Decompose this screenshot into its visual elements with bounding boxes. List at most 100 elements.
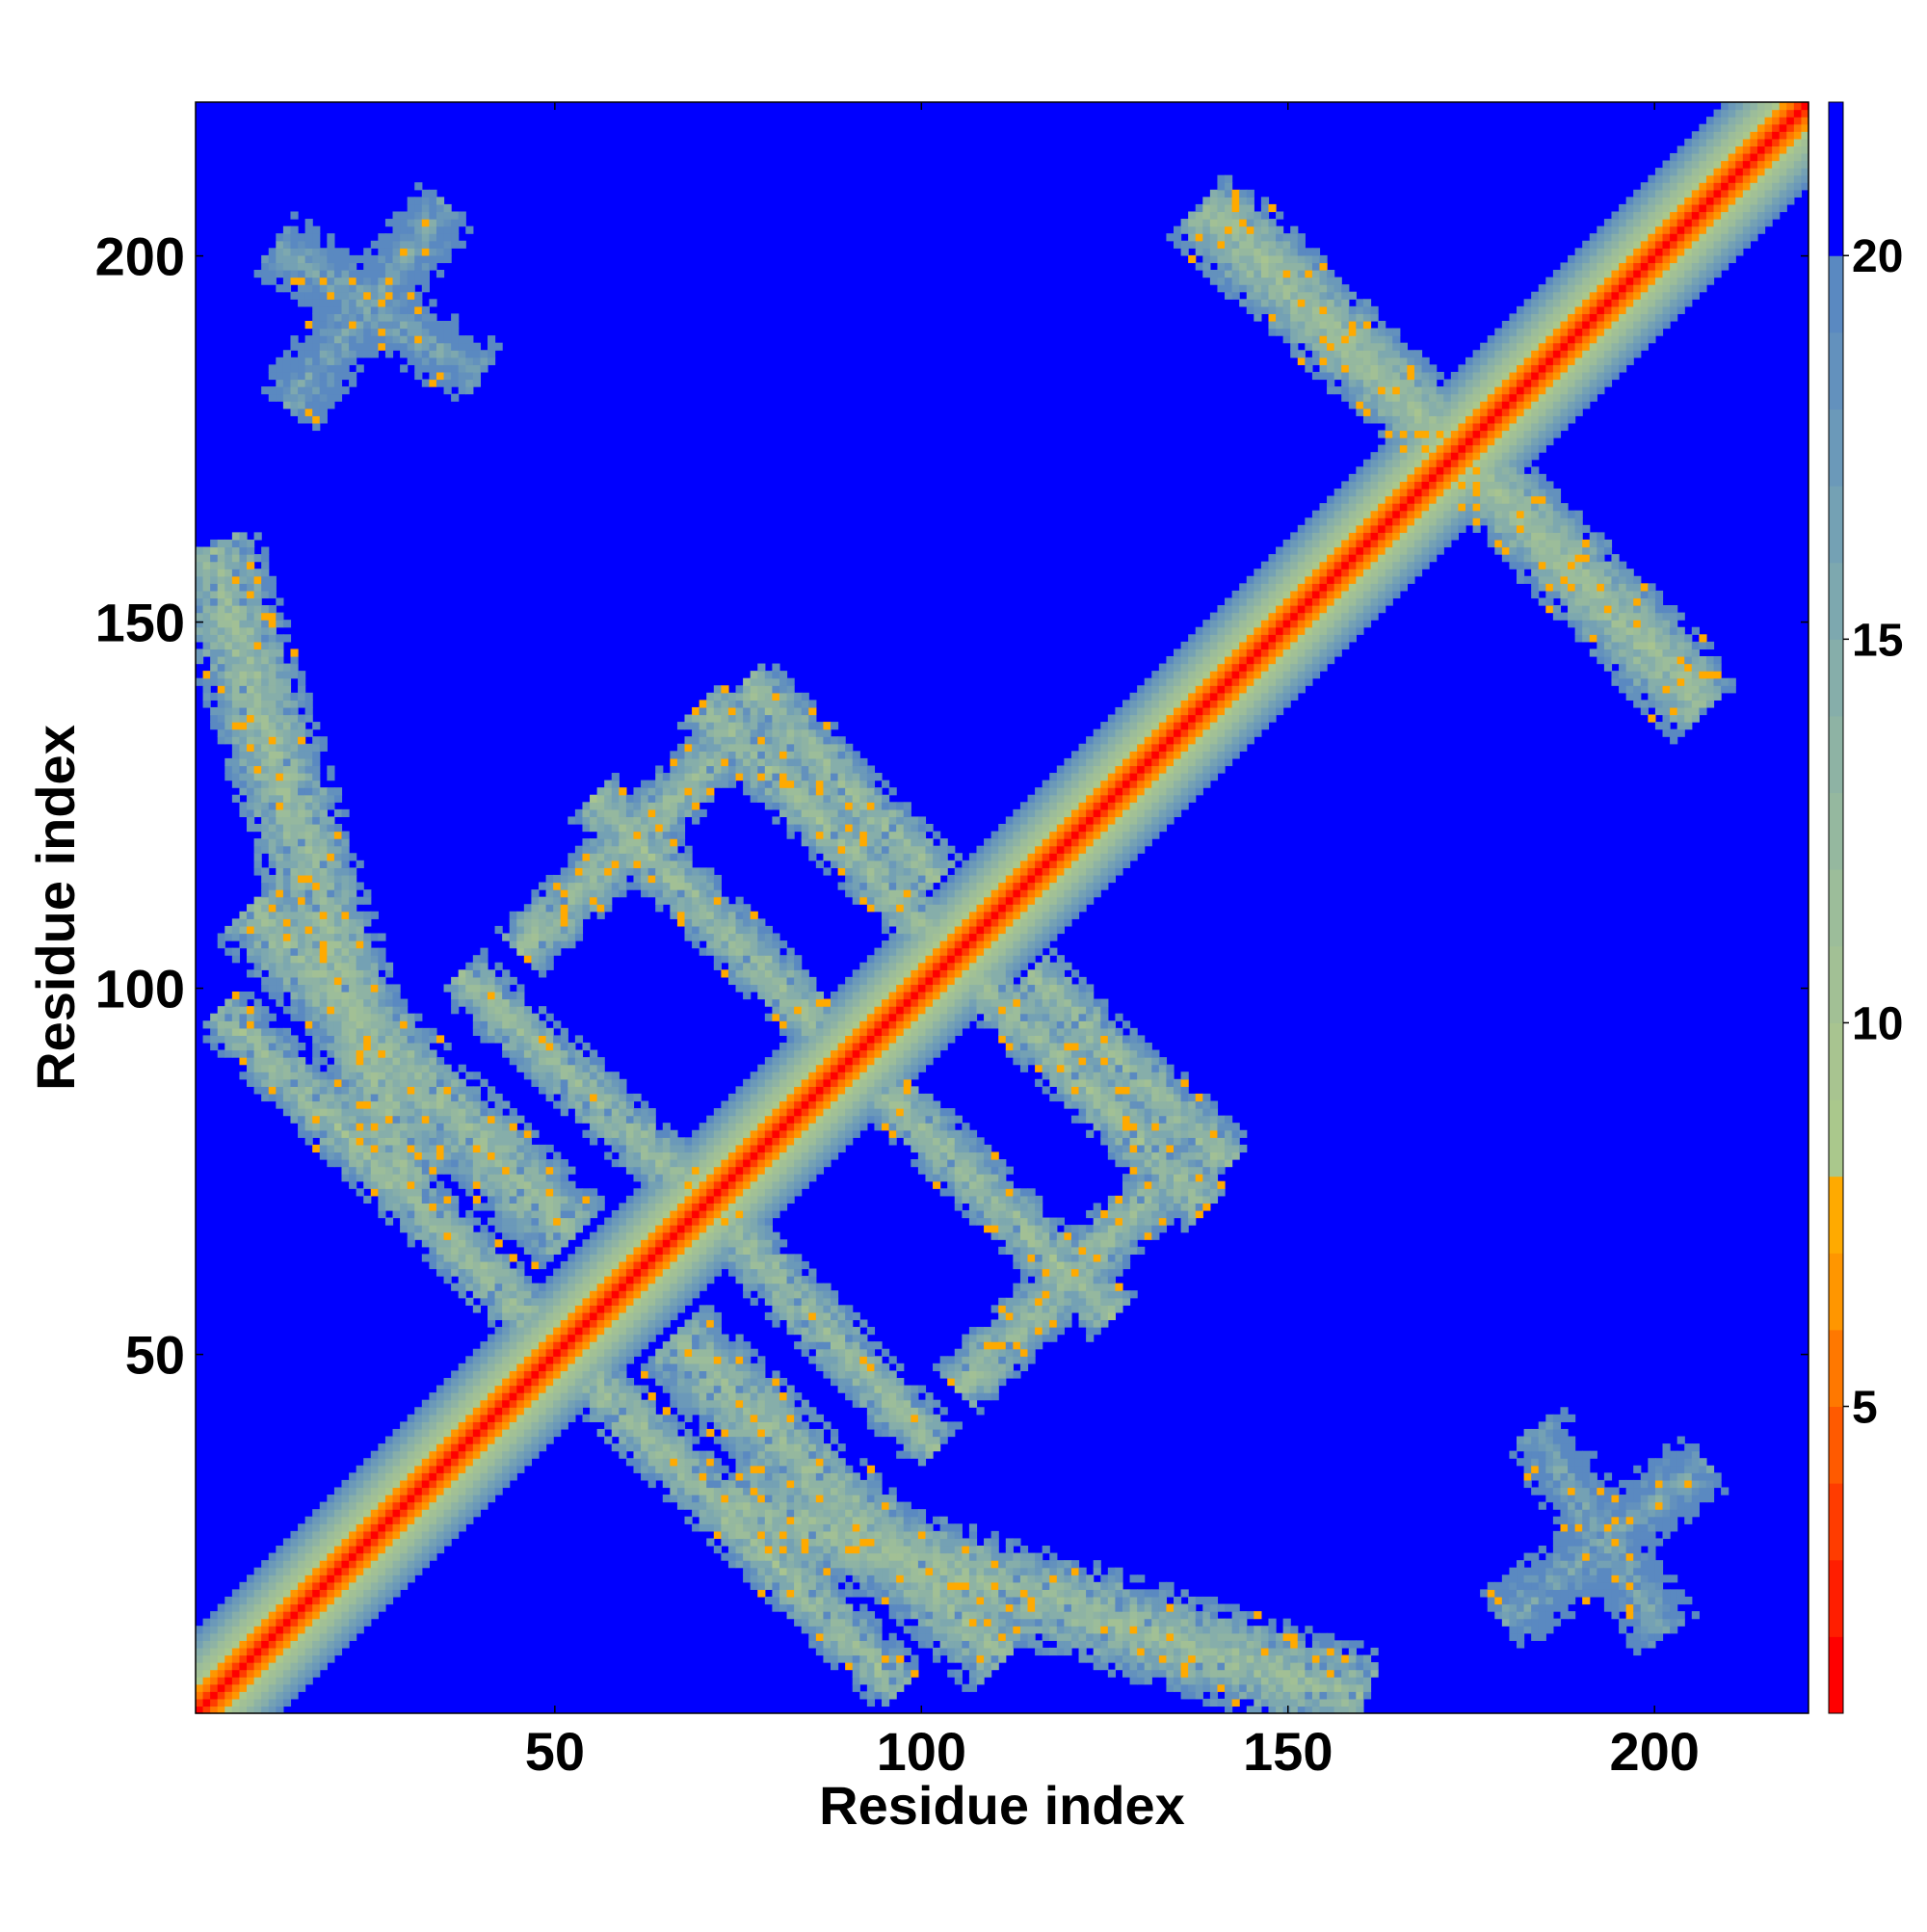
heatmap-cell (451, 1123, 460, 1131)
heatmap-cell (604, 808, 613, 818)
heatmap-cell (356, 1035, 364, 1044)
heatmap-cell (574, 1370, 584, 1379)
heatmap-cell (429, 225, 437, 234)
heatmap-cell (282, 357, 292, 365)
heatmap-cell (560, 1108, 568, 1117)
heatmap-cell (261, 925, 270, 935)
heatmap-cell (574, 1254, 584, 1262)
heatmap-cell (451, 1436, 460, 1444)
heatmap-cell (253, 962, 262, 970)
heatmap-cell (202, 569, 211, 577)
heatmap-cell (692, 1217, 700, 1226)
heatmap-cell (290, 277, 299, 285)
heatmap-cell (465, 1093, 474, 1102)
heatmap-cell (327, 955, 335, 964)
heatmap-cell (641, 794, 649, 803)
heatmap-cell (574, 1341, 584, 1350)
heatmap-cell (312, 233, 321, 242)
heatmap-cell (231, 1706, 241, 1714)
heatmap-cell (619, 845, 627, 854)
heatmap-cell (217, 648, 225, 657)
heatmap-cell (670, 794, 678, 803)
heatmap-cell (224, 1020, 233, 1029)
heatmap-cell (684, 1203, 693, 1211)
heatmap-cell (333, 845, 343, 854)
heatmap-cell (231, 1013, 241, 1021)
heatmap-cell (261, 1049, 270, 1058)
heatmap-cell (268, 874, 277, 884)
heatmap-cell (247, 787, 255, 796)
heatmap-cell (312, 874, 321, 884)
heatmap-cell (568, 918, 576, 927)
heatmap-cell (443, 1254, 452, 1262)
heatmap-cell (290, 947, 299, 956)
heatmap-cell (414, 291, 423, 300)
heatmap-cell (282, 1072, 292, 1080)
heatmap-cell (684, 860, 693, 868)
heatmap-cell (298, 1654, 306, 1663)
heatmap-cell (516, 1356, 525, 1364)
heatmap-cell (641, 1137, 649, 1146)
heatmap-cell (261, 933, 270, 941)
heatmap-cell (670, 1260, 678, 1270)
heatmap-cell (568, 1078, 576, 1087)
heatmap-cell (407, 277, 415, 285)
heatmap-cell (625, 816, 635, 825)
heatmap-cell (647, 1166, 656, 1175)
heatmap-cell (436, 1487, 445, 1495)
heatmap-cell (400, 328, 409, 336)
heatmap-cell (480, 947, 488, 956)
heatmap-cell (349, 925, 357, 935)
heatmap-cell (247, 751, 255, 759)
heatmap-cell (509, 1013, 517, 1021)
heatmap-cell (392, 284, 401, 293)
heatmap-cell (384, 1137, 394, 1146)
heatmap-cell (590, 1414, 598, 1422)
heatmap-cell (684, 1209, 693, 1219)
heatmap-cell (276, 743, 284, 752)
heatmap-cell (290, 1626, 299, 1634)
heatmap-cell (276, 874, 284, 884)
heatmap-cell (582, 1377, 591, 1387)
heatmap-cell (641, 1428, 649, 1438)
heatmap-cell (568, 1057, 576, 1066)
heatmap-cell (553, 1356, 562, 1364)
heatmap-cell (253, 590, 262, 599)
heatmap-cell (465, 364, 474, 373)
heatmap-cell (231, 765, 241, 774)
heatmap-cell (509, 1472, 517, 1481)
heatmap-cell (341, 947, 350, 956)
heatmap-cell (611, 794, 620, 803)
heatmap-cell (480, 1479, 488, 1489)
heatmap-cell (531, 1020, 540, 1029)
heatmap-cell (625, 794, 635, 803)
heatmap-cell (196, 569, 204, 577)
heatmap-cell (502, 1356, 511, 1364)
heatmap-cell (304, 853, 313, 861)
heatmap-cell (370, 1611, 379, 1620)
heatmap-cell (304, 1626, 313, 1634)
heatmap-cell (370, 1129, 379, 1138)
heatmap-cell (210, 583, 219, 592)
heatmap-cell (400, 1509, 409, 1518)
heatmap-cell (465, 1363, 474, 1372)
heatmap-cell (676, 911, 686, 919)
heatmap-cell (619, 1268, 627, 1277)
heatmap-cell (436, 1495, 445, 1503)
heatmap-cell (239, 692, 248, 701)
heatmap-cell (282, 714, 292, 723)
heatmap-cell (458, 1108, 466, 1117)
heatmap-cell (436, 1217, 445, 1226)
heatmap-cell (378, 1042, 386, 1051)
heatmap-cell (298, 1108, 306, 1117)
heatmap-cell (349, 277, 357, 285)
heatmap-cell (699, 1174, 707, 1182)
heatmap-cell (436, 1144, 445, 1153)
heatmap-cell (472, 1159, 482, 1168)
heatmap-cell (429, 328, 437, 336)
heatmap-cell (239, 620, 248, 628)
heatmap-cell (676, 860, 686, 868)
heatmap-cell (692, 1327, 700, 1336)
heatmap-cell (392, 342, 401, 351)
heatmap-cell (414, 1049, 423, 1058)
